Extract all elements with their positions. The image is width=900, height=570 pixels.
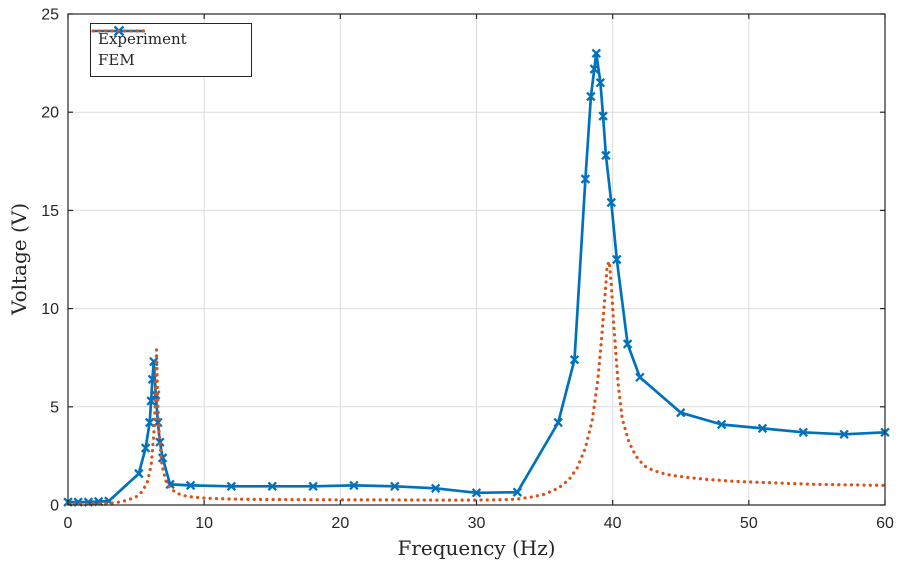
y-tick-label: 10	[41, 301, 59, 318]
y-axis-label: Voltage (V)	[7, 202, 31, 316]
y-tick-label: 25	[41, 7, 59, 24]
experiment-line	[68, 51, 886, 504]
fem-line-sample	[91, 29, 147, 33]
legend-entry-fem: FEM	[91, 29, 243, 71]
x-tick-label: 60	[876, 515, 894, 532]
fem-line	[66, 256, 887, 506]
x-tick-label: 30	[468, 515, 486, 532]
y-tick-label: 5	[50, 399, 59, 416]
y-tick-label: 15	[41, 203, 59, 220]
y-tick-label: 0	[50, 498, 59, 515]
x-tick-label: 50	[740, 515, 758, 532]
x-tick-label: 0	[64, 515, 73, 532]
legend-label-fem: FEM	[98, 51, 135, 69]
y-tick-label: 20	[41, 105, 59, 122]
x-tick-label: 40	[604, 515, 622, 532]
x-axis-label: Frequency (Hz)	[397, 536, 556, 560]
x-tick-label: 10	[195, 515, 213, 532]
legend-box: Experiment FEM	[90, 23, 252, 77]
x-tick-label: 20	[331, 515, 349, 532]
legend-label-experiment: Experiment	[98, 30, 187, 48]
